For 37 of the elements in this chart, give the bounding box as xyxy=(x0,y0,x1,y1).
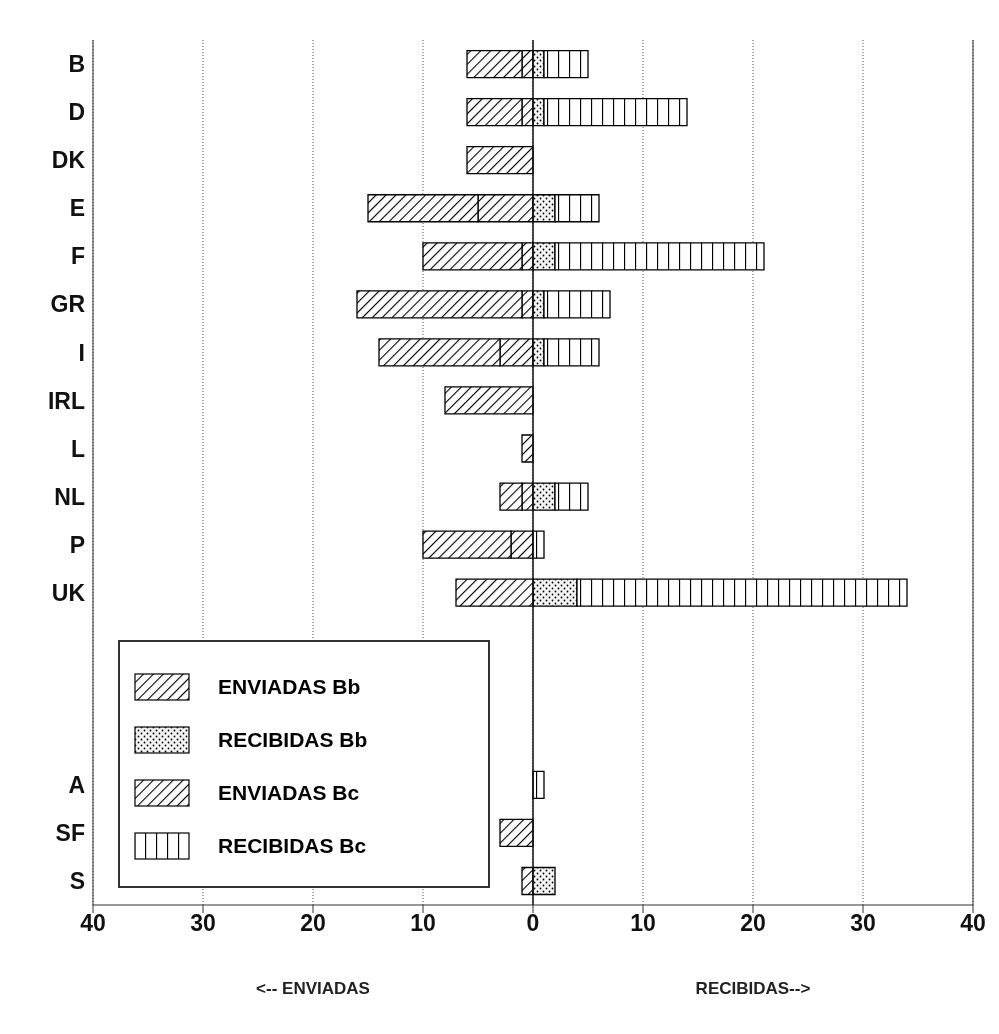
y-tick-label: A xyxy=(68,772,85,799)
y-tick-label: GR xyxy=(50,291,86,318)
y-tick-label: D xyxy=(68,99,85,126)
x-tick-label: 40 xyxy=(80,910,106,937)
x-tick-label: 20 xyxy=(300,910,326,937)
bar xyxy=(455,578,534,607)
y-tick-label: P xyxy=(69,531,85,558)
y-tick-label: F xyxy=(70,243,85,270)
x-tick-label: 0 xyxy=(526,910,540,937)
x-tick-label: 10 xyxy=(410,910,436,937)
text: RECIBIDAS--> xyxy=(694,979,812,999)
bar xyxy=(521,434,534,463)
bar xyxy=(499,818,534,848)
legend-label: RECIBIDAS Bc xyxy=(218,833,367,858)
x-tick-label: 30 xyxy=(850,910,876,937)
legend-label: ENVIADAS Bc xyxy=(218,780,360,805)
bar xyxy=(532,866,556,896)
legend-label: RECIBIDAS Bb xyxy=(218,727,368,752)
y-tick-label: S xyxy=(69,868,85,895)
x-tick-label: 10 xyxy=(630,910,656,937)
y-tick-label: L xyxy=(70,435,85,462)
bar xyxy=(532,530,545,559)
y-tick-label: E xyxy=(69,195,85,222)
y-tick-label: IRL xyxy=(47,387,85,414)
bar xyxy=(444,386,534,415)
text: <-- ENVIADAS xyxy=(255,979,371,999)
bar xyxy=(466,146,534,175)
y-tick-label: I xyxy=(78,339,85,366)
x-tick-label: 30 xyxy=(190,910,216,937)
y-tick-label: SF xyxy=(55,820,85,847)
y-tick-label: B xyxy=(68,51,85,78)
x-tick-label: 20 xyxy=(740,910,766,937)
x-tick-label: 40 xyxy=(960,910,986,937)
legend-label: ENVIADAS Bb xyxy=(218,674,361,699)
y-tick-label: DK xyxy=(51,147,86,174)
y-tick-label: UK xyxy=(51,579,86,606)
y-tick-label: NL xyxy=(54,483,85,510)
